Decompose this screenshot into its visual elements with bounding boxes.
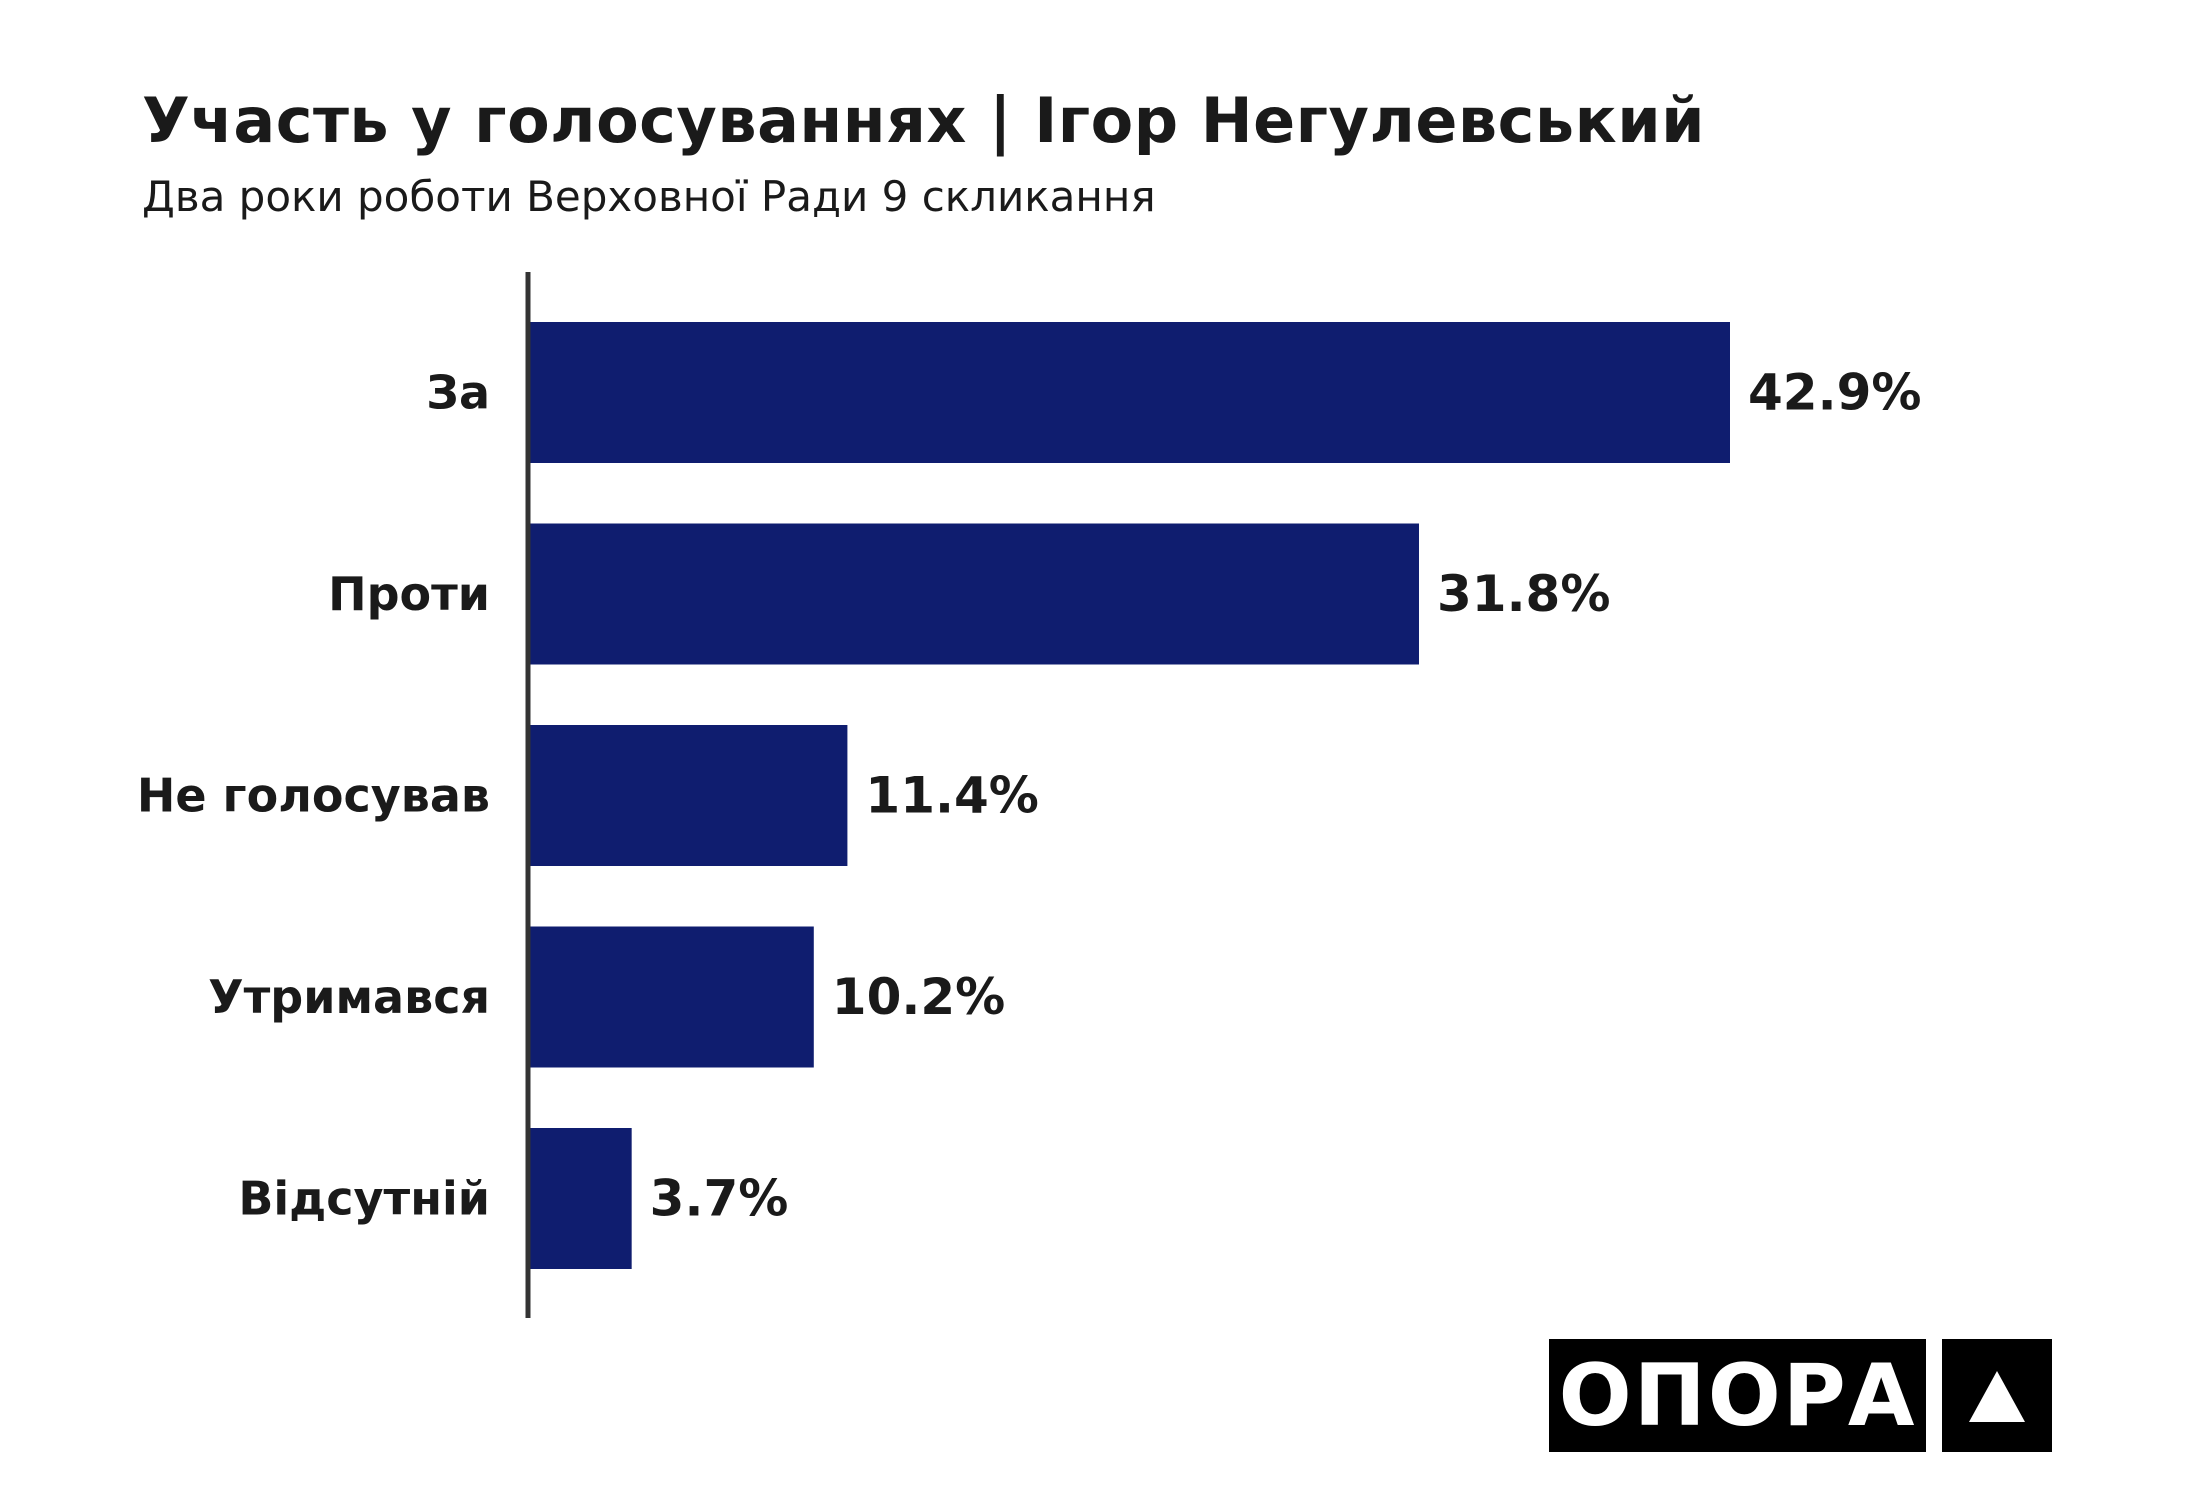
value-label-3: 11.4% (865, 767, 1038, 825)
bar-5 (528, 1128, 632, 1269)
value-label-1: 42.9% (1748, 364, 1921, 422)
bar-3 (528, 725, 848, 866)
opora-logo: ОПОРА (1549, 1339, 1926, 1452)
triangle-icon (1942, 1339, 2052, 1452)
chart-title: Участь у голосуваннях | Ігор Негулевськи… (142, 84, 1706, 157)
bar-1 (528, 322, 1730, 463)
category-label-5: Відсутній (238, 1172, 490, 1226)
value-label-5: 3.7% (650, 1170, 789, 1228)
chart-subtitle: Два роки роботи Верховної Ради 9 скликан… (142, 172, 1156, 221)
value-label-2: 31.8% (1437, 565, 1610, 623)
category-label-2: Проти (328, 567, 490, 621)
bar-4 (528, 926, 814, 1068)
category-label-1: За (426, 366, 490, 420)
bar-2 (528, 523, 1419, 665)
category-label-4: Утримався (208, 970, 490, 1024)
category-label-3: Не голосував (137, 769, 490, 823)
value-label-4: 10.2% (832, 968, 1005, 1026)
